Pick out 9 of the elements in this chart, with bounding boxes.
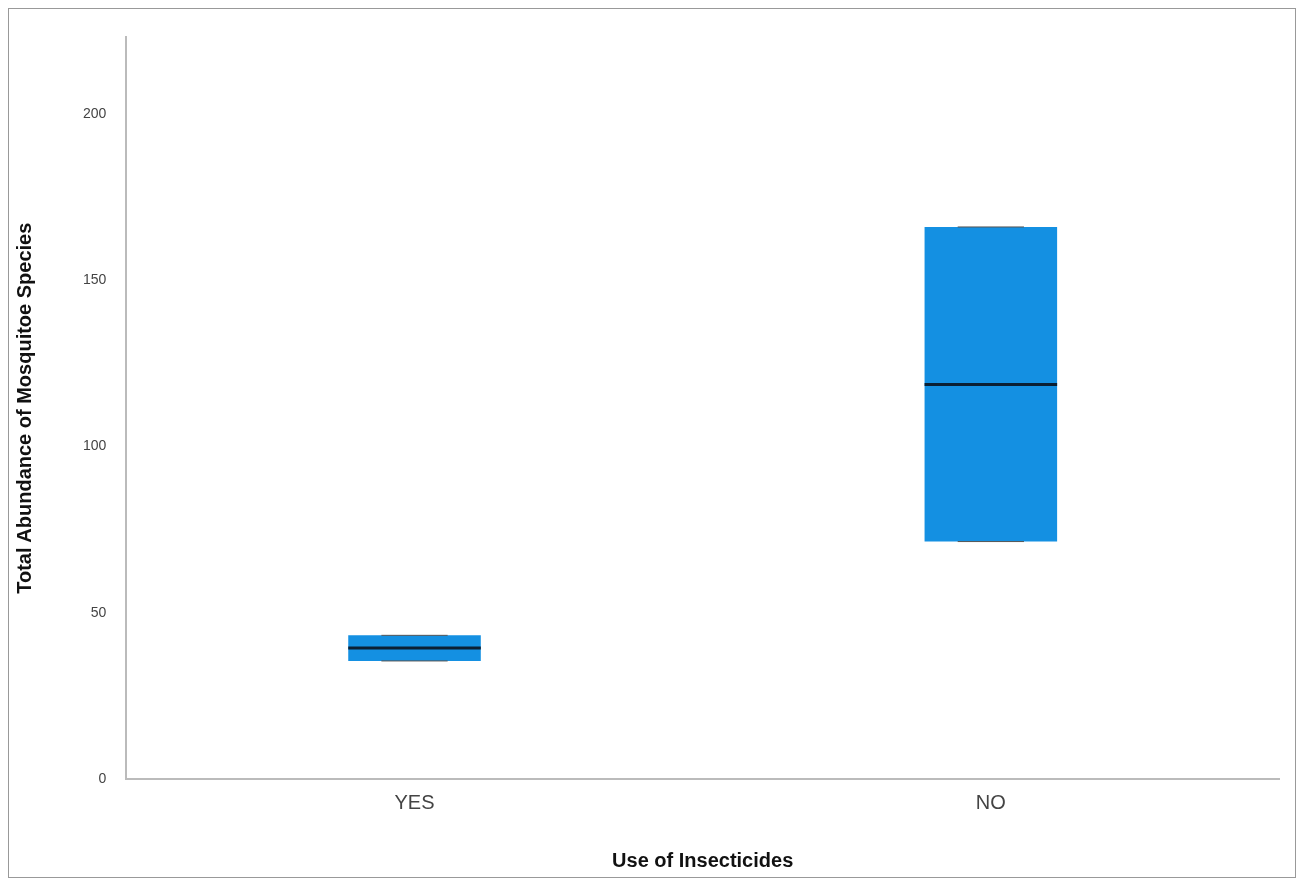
x-axis-title: Use of Insecticides [612, 848, 794, 871]
y-tick-label: 150 [83, 271, 107, 288]
y-tick-label: 50 [90, 603, 107, 620]
x-tick-label: NO [975, 790, 1006, 813]
x-tick-label: YES [394, 790, 435, 813]
y-axis-title: Total Abundance of Mosquitoe Species [12, 222, 35, 594]
y-tick-label: 200 [83, 104, 107, 121]
y-tick-label: 100 [83, 437, 107, 454]
y-tick-label: 0 [98, 769, 107, 786]
